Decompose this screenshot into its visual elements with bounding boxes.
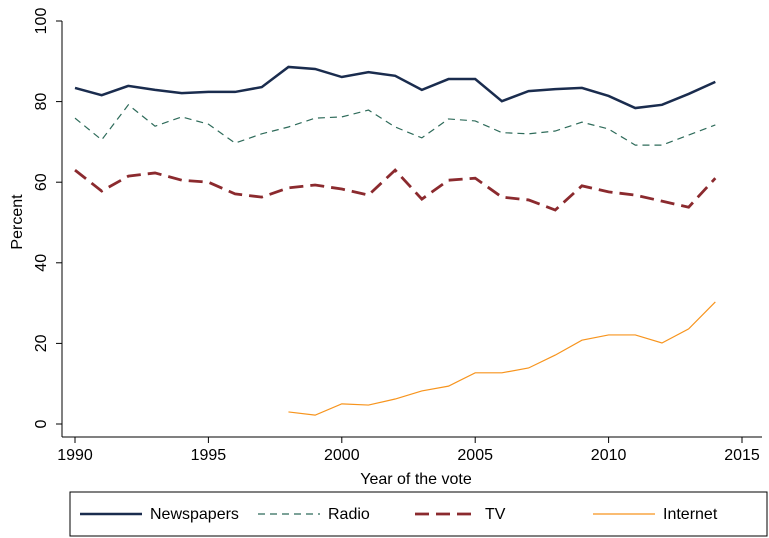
y-tick-label: 60: [33, 173, 50, 191]
series-line: [74, 168, 717, 212]
y-tick-label: 100: [33, 8, 50, 35]
x-tick-label: 2010: [591, 447, 627, 464]
x-tick-label: 2015: [724, 447, 760, 464]
x-axis-title: Year of the vote: [360, 471, 472, 488]
legend-label: TV: [485, 506, 506, 523]
x-tick-label: 2005: [457, 447, 493, 464]
legend-label: Newspapers: [150, 506, 239, 523]
y-tick-label: 0: [33, 419, 50, 428]
x-tick-label: 1990: [57, 447, 93, 464]
legend-label: Radio: [328, 506, 370, 523]
y-tick-label: 40: [33, 254, 50, 272]
series-line: [74, 103, 716, 146]
y-tick-label: 20: [33, 334, 50, 352]
series-line: [74, 65, 716, 110]
x-tick-label: 1995: [191, 447, 227, 464]
y-tick-label: 80: [33, 93, 50, 111]
series-line: [288, 301, 716, 416]
legend-label: Internet: [663, 506, 718, 523]
y-axis-title: Percent: [9, 194, 26, 250]
x-tick-label: 2000: [324, 447, 360, 464]
